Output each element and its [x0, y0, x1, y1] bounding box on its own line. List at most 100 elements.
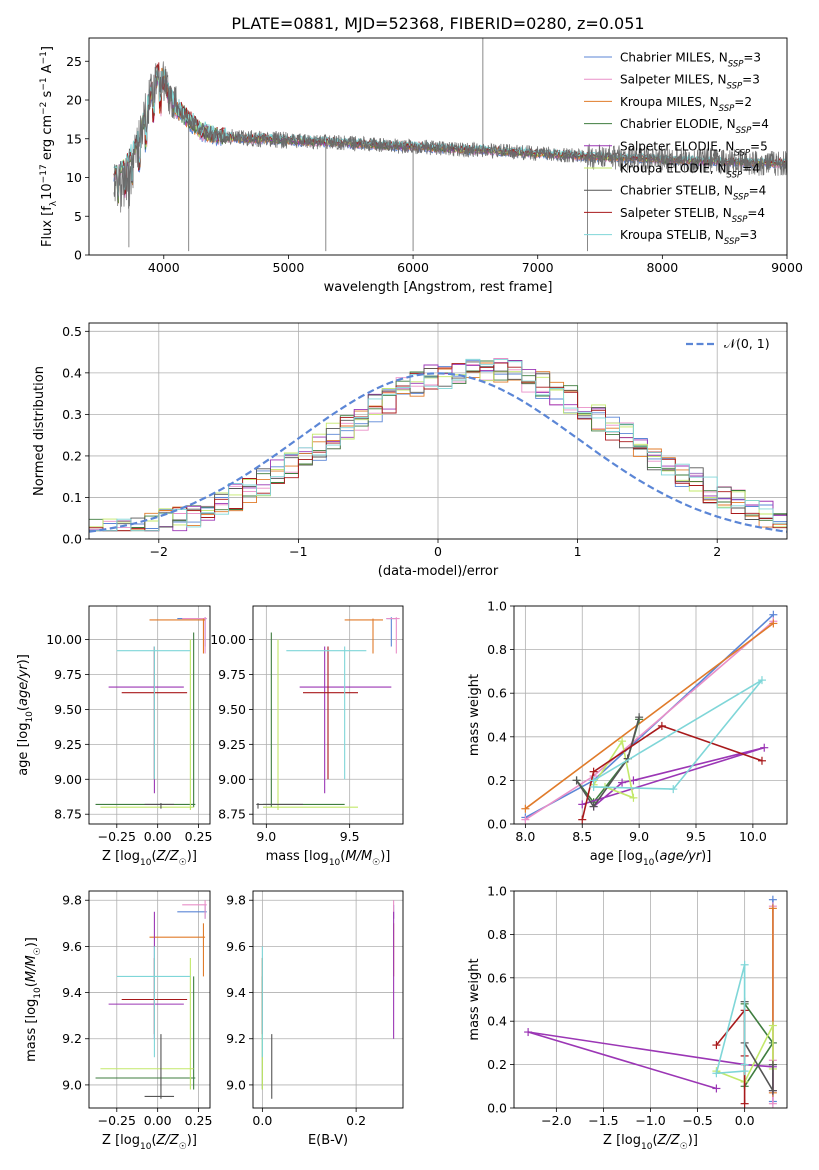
axes-frame [252, 605, 404, 825]
axes-frame [88, 605, 211, 825]
weight-point-kroupa-stelib [757, 676, 766, 685]
x-tick-label: 0.00 [144, 829, 172, 844]
y-tick-label: 9.4 [226, 985, 246, 1000]
x-axis-label: Z [log10(Z/Z☉)] [603, 1133, 698, 1152]
errorbar-salpeter-stelib [303, 646, 358, 780]
y-tick-label: 9.25 [54, 737, 82, 752]
errorbar-kroupa-stelib [116, 946, 191, 1058]
x-tick-label: 9.5 [340, 829, 360, 844]
x-axis-label: (data-model)/error [378, 564, 499, 579]
x-tick-label: 9.0 [256, 829, 276, 844]
histogram-kroupa-miles [89, 362, 787, 532]
weight-point-salpeter-stelib [740, 1099, 749, 1108]
legend-label: Kroupa ELODIE, NSSP=4 [620, 162, 760, 181]
legend-label: Salpeter MILES, NSSP=3 [620, 73, 760, 92]
x-tick-label: 8.0 [515, 829, 535, 844]
y-tick-label: 0.2 [62, 448, 82, 463]
y-tick-label: 10.00 [46, 632, 82, 647]
y-tick-label: 9.0 [226, 1077, 246, 1092]
errorbar-salpeter-miles [182, 900, 207, 919]
weight-point-salpeter-stelib [589, 767, 598, 776]
axes-frame [88, 322, 788, 540]
weight-point-kroupa-stelib [740, 960, 749, 969]
y-axis-label: mass weight [467, 674, 482, 756]
weight-line-chabrier-stelib [743, 1001, 774, 1094]
y-tick-label: 9.4 [62, 985, 82, 1000]
x-tick-label: 9000 [771, 260, 803, 275]
y-tick-label: 1.0 [487, 884, 507, 899]
axes-frame [513, 890, 788, 1109]
y-tick-label: 9.2 [62, 1031, 82, 1046]
plot-area [256, 617, 400, 811]
weight-point-salpeter-miles [521, 815, 530, 824]
x-tick-label: 0.0 [735, 1113, 755, 1128]
x-tick-label: 0.25 [185, 829, 213, 844]
x-tick-label: 1 [574, 544, 582, 559]
y-tick-label: 0.1 [62, 490, 82, 505]
y-tick-label: 0.0 [62, 532, 82, 547]
errorbar-salpeter-elodie [108, 646, 184, 794]
y-axis-label: age [log10(age/yr)] [16, 654, 35, 776]
histogram-kroupa-stelib [89, 358, 787, 532]
y-tick-label: 0.6 [487, 970, 507, 985]
y-tick-label: 0.8 [487, 642, 507, 657]
y-tick-label: 0.8 [487, 927, 507, 942]
y-tick-label: 0.2 [487, 1057, 507, 1072]
y-tick-label: 25 [66, 54, 82, 69]
errorbar-kroupa-miles [149, 923, 206, 977]
histogram-salpeter-stelib [89, 362, 787, 532]
errorbar-kroupa-miles [344, 618, 383, 654]
y-tick-label: 9.75 [54, 667, 82, 682]
errorbar-chabrier-miles [386, 617, 397, 647]
y-tick-label: 9.8 [62, 893, 82, 908]
errorbar-chabrier-stelib [144, 803, 175, 809]
plot-area [521, 610, 778, 824]
axes-frame [88, 890, 211, 1109]
axes-frame [513, 605, 788, 825]
x-tick-label: −2.0 [541, 1113, 571, 1128]
panel-residuals: −2 −1 0 1 2 0.0 0.1 0.2 0.3 0.4 0.5 (data-model)/er… [32, 322, 788, 579]
y-tick-label: 0.0 [487, 817, 507, 832]
x-tick-label: −0.25 [98, 1113, 136, 1128]
y-tick-label: 0.4 [487, 729, 507, 744]
errorbar-chabrier-elodie [95, 632, 196, 808]
weight-point-salpeter-stelib [757, 756, 766, 765]
plot-area [261, 900, 395, 1099]
panel-age_vs_Z: −0.25 0.00 0.25 8.75 9.00 9.25 9.50 9.75 10.00 Z … [16, 605, 213, 868]
weight-point-kroupa-stelib [669, 785, 678, 794]
legend-label: Kroupa STELIB, NSSP=3 [620, 228, 757, 247]
x-axis-label: wavelength [Angstrom, rest frame] [324, 280, 553, 295]
weight-point-chabrier-stelib [572, 776, 581, 785]
y-tick-label: 20 [66, 93, 82, 108]
panel-age_vs_mass: 9.0 9.5 8.75 9.00 9.25 9.50 9.75 10.00 mass [log… [210, 605, 404, 868]
weight-point-kroupa-miles [521, 804, 530, 813]
figure-title: PLATE=0881, MJD=52368, FIBERID=0280, z=0… [231, 14, 644, 33]
y-tick-label: 0.3 [62, 407, 82, 422]
y-tick-label: 8.75 [54, 807, 82, 822]
y-tick-label: 0.4 [62, 365, 82, 380]
x-tick-label: 8.5 [572, 829, 592, 844]
weight-point-salpeter-stelib [657, 721, 666, 730]
errorbar-chabrier-stelib [256, 803, 303, 809]
y-tick-label: 9.00 [218, 772, 246, 787]
errorbar-kroupa-stelib [116, 646, 191, 780]
y-tick-label: 9.6 [62, 939, 82, 954]
panel-spectrum: 4000 5000 6000 7000 8000 9000 0 5 10 15 20 25 wavele… [39, 37, 803, 295]
x-tick-label: 8000 [646, 260, 678, 275]
y-tick-label: 0.2 [487, 773, 507, 788]
errorbar-salpeter-elodie [299, 646, 392, 794]
legend-label: 𝒩(0, 1) [724, 336, 770, 351]
weight-point-kroupa-stelib [740, 1060, 749, 1069]
weight-line-kroupa-stelib [593, 679, 763, 790]
errorbar-chabrier-miles [177, 904, 207, 919]
weight-point-kroupa-elodie [629, 793, 638, 802]
errorbar-salpeter-elodie [108, 911, 184, 1039]
axes-frame [88, 37, 788, 256]
x-axis-label: Z [log10(Z/Z☉)] [102, 1133, 197, 1152]
y-tick-label: 9.25 [218, 737, 246, 752]
x-axis-label: mass [log10(M/M☉)] [266, 849, 391, 868]
x-axis-label: Z [log10(Z/Z☉)] [102, 849, 197, 868]
legend-label: Chabrier STELIB, NSSP=4 [620, 184, 766, 203]
weight-point-salpeter-elodie [760, 743, 769, 752]
